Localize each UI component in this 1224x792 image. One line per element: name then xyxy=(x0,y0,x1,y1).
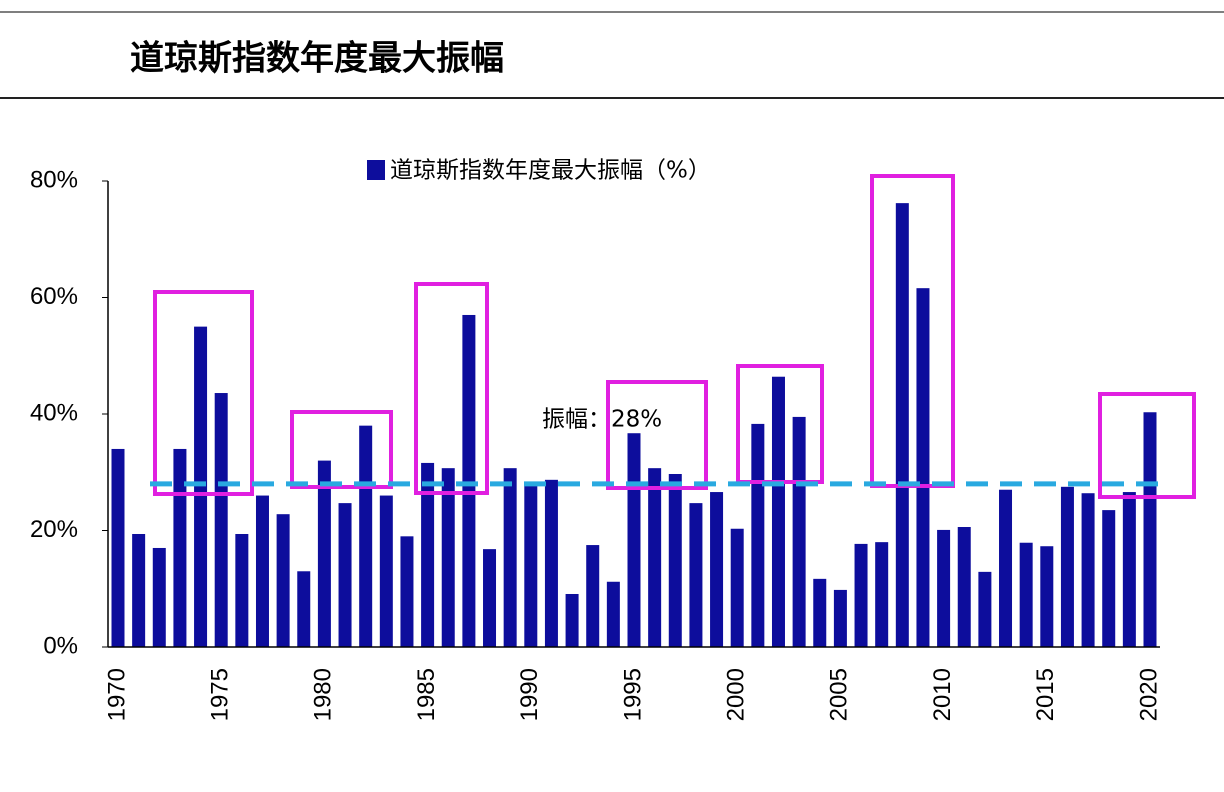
x-tick-label: 2005 xyxy=(826,668,853,721)
highlight-box xyxy=(870,174,955,488)
y-tick-label: 60% xyxy=(30,283,78,310)
x-tick-label: 1970 xyxy=(103,668,130,721)
y-tick-label: 20% xyxy=(30,516,78,543)
bar xyxy=(111,448,125,647)
highlight-box xyxy=(1098,392,1196,499)
legend-label: 道琼斯指数年度最大振幅（%） xyxy=(390,158,711,184)
bar xyxy=(978,571,992,647)
bar xyxy=(1040,546,1054,647)
bar xyxy=(1143,412,1157,647)
bar xyxy=(730,528,744,647)
bar xyxy=(317,460,331,647)
bar xyxy=(462,314,476,647)
bar xyxy=(586,545,600,647)
bar xyxy=(276,514,290,647)
highlight-boxes xyxy=(153,174,1196,499)
bar xyxy=(1019,542,1033,647)
bar xyxy=(255,495,269,647)
x-tick-label: 1975 xyxy=(207,668,234,721)
highlight-box xyxy=(606,380,708,490)
bar xyxy=(421,462,435,647)
bar xyxy=(503,468,517,647)
bar xyxy=(1102,510,1116,647)
bar xyxy=(710,492,724,647)
bar xyxy=(400,536,414,647)
bar xyxy=(544,479,558,647)
bar xyxy=(173,448,187,647)
bar xyxy=(297,571,311,647)
bar xyxy=(214,393,228,647)
bar xyxy=(379,495,393,647)
bar xyxy=(957,527,971,647)
bar xyxy=(916,288,930,647)
bar xyxy=(875,542,889,647)
bar xyxy=(648,468,662,647)
bar xyxy=(999,489,1013,647)
legend-swatch xyxy=(367,160,385,180)
x-tick-label: 1990 xyxy=(516,668,543,721)
bar xyxy=(689,503,703,647)
x-tick-label: 2000 xyxy=(723,668,750,721)
bar xyxy=(132,533,146,647)
bar xyxy=(194,326,208,647)
x-tick-label: 2020 xyxy=(1135,668,1162,721)
x-tick-label: 2015 xyxy=(1032,668,1059,721)
annotation: 振幅：28% xyxy=(542,407,662,433)
bar xyxy=(235,533,249,647)
bar xyxy=(441,468,455,647)
bar xyxy=(338,503,352,647)
bar xyxy=(627,433,641,647)
y-tick-label: 80% xyxy=(30,166,78,193)
bar xyxy=(751,423,765,647)
x-tick-label: 2010 xyxy=(929,668,956,721)
bar xyxy=(1081,493,1095,647)
highlight-box xyxy=(290,410,393,489)
bar xyxy=(359,425,373,647)
bar xyxy=(565,593,579,647)
bar xyxy=(1122,492,1136,647)
x-tick-label: 1995 xyxy=(619,668,646,721)
bar xyxy=(152,547,166,647)
y-tick-label: 0% xyxy=(43,632,78,659)
bar xyxy=(937,529,951,647)
bar xyxy=(813,578,827,647)
bar xyxy=(606,581,620,647)
chart-title: 道琼斯指数年度最大振幅 xyxy=(130,39,504,79)
bar xyxy=(895,203,909,647)
highlight-box xyxy=(153,290,254,496)
highlight-box xyxy=(414,282,489,495)
bar xyxy=(833,589,847,647)
bar xyxy=(792,416,806,647)
x-tick-label: 1985 xyxy=(413,668,440,721)
bar xyxy=(1060,486,1074,647)
bar xyxy=(771,376,785,647)
bar xyxy=(854,543,868,647)
y-tick-label: 40% xyxy=(30,399,78,426)
bar xyxy=(483,549,497,647)
x-tick-label: 1980 xyxy=(310,668,337,721)
bar xyxy=(524,485,538,647)
bar xyxy=(668,473,682,647)
